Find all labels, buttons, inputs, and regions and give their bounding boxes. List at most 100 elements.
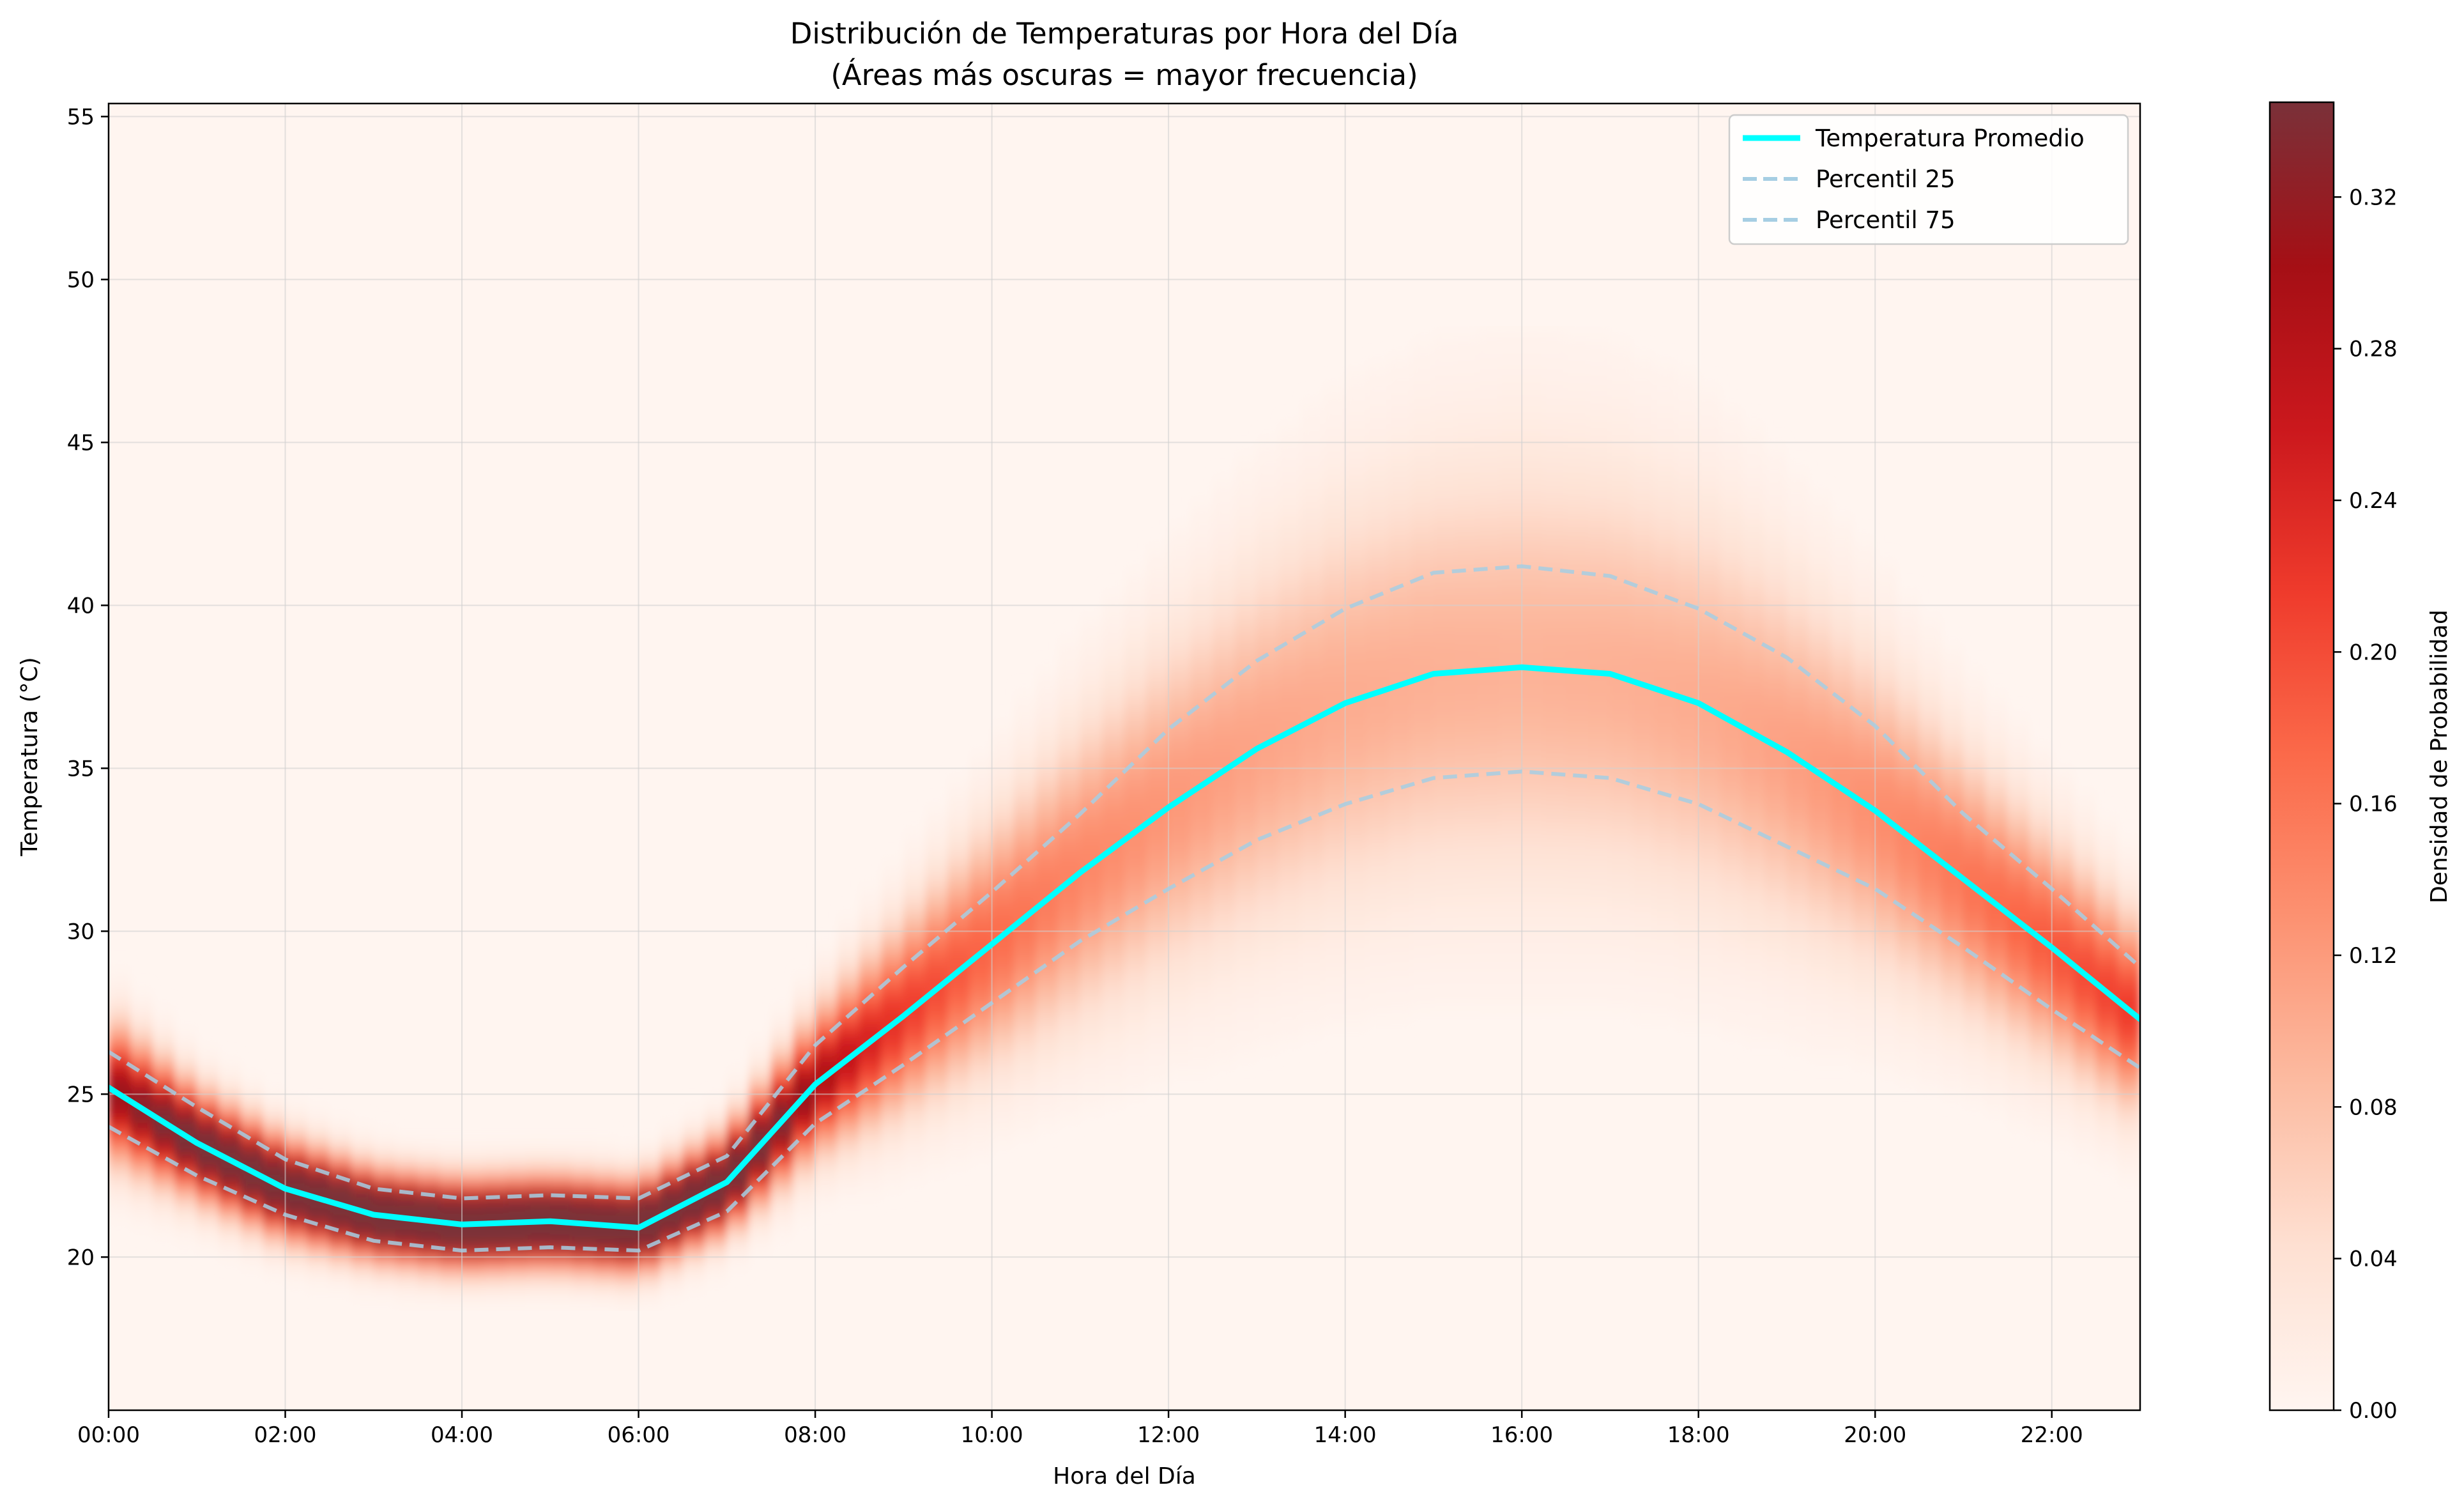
heatmap-cell xyxy=(1433,872,1456,881)
heatmap-cell xyxy=(1322,633,1346,642)
heatmap-cell xyxy=(1698,464,1721,473)
heatmap-cell xyxy=(528,1272,551,1280)
heatmap-cell xyxy=(1786,795,1810,804)
heatmap-cell xyxy=(1301,456,1324,465)
heatmap-cell xyxy=(1366,633,1390,642)
heatmap-cell xyxy=(1786,710,1810,719)
heatmap-cell xyxy=(2095,1072,2118,1081)
heatmap-cell xyxy=(1676,702,1699,711)
heatmap-cell xyxy=(1366,564,1390,573)
heatmap-cell xyxy=(1234,1049,1257,1058)
heatmap-cell xyxy=(1212,564,1236,573)
heatmap-cell xyxy=(1080,1002,1103,1011)
heatmap-cell xyxy=(1499,511,1522,519)
heatmap-cell xyxy=(1322,780,1346,789)
heatmap-cell xyxy=(1190,902,1213,911)
heatmap-cell xyxy=(1278,672,1302,681)
heatmap-cell xyxy=(2051,803,2074,812)
heatmap-cell xyxy=(1609,879,1633,888)
heatmap-cell xyxy=(682,1240,705,1249)
heatmap-cell xyxy=(1301,780,1324,789)
heatmap-cell xyxy=(1809,787,1832,796)
heatmap-cell xyxy=(1609,633,1633,642)
heatmap-cell xyxy=(1521,733,1545,742)
heatmap-cell xyxy=(1124,872,1147,881)
heatmap-cell xyxy=(307,1125,330,1134)
heatmap-cell xyxy=(1036,1049,1059,1058)
heatmap-cell xyxy=(1543,795,1566,804)
heatmap-cell xyxy=(440,1233,463,1242)
heatmap-cell xyxy=(1212,879,1236,888)
heatmap-cell xyxy=(1853,948,1876,957)
heatmap-cell xyxy=(395,1248,418,1257)
heatmap-cell xyxy=(1521,479,1545,488)
heatmap-cell xyxy=(1565,595,1589,604)
heatmap-cell xyxy=(1190,1049,1213,1058)
heatmap-cell xyxy=(726,1210,749,1219)
heatmap-cell xyxy=(2007,772,2030,781)
heatmap-cell xyxy=(1411,479,1434,488)
heatmap-cell xyxy=(1036,1095,1059,1104)
heatmap-cell xyxy=(373,1272,396,1280)
heatmap-cell xyxy=(1301,449,1324,458)
heatmap-cell xyxy=(2117,910,2140,919)
heatmap-cell xyxy=(1389,472,1412,481)
heatmap-cell xyxy=(925,1049,948,1058)
heatmap-cell xyxy=(1786,856,1810,865)
heatmap-cell xyxy=(2007,757,2030,765)
heatmap-cell xyxy=(1080,964,1103,973)
heatmap-cell xyxy=(572,1156,595,1165)
heatmap-cell xyxy=(1632,534,1655,542)
heatmap-cell xyxy=(1565,910,1589,919)
heatmap-cell xyxy=(1985,702,2009,711)
heatmap-cell xyxy=(682,1233,705,1242)
heatmap-cell xyxy=(1411,595,1434,604)
heatmap-cell xyxy=(1433,618,1456,627)
heatmap-cell xyxy=(1101,1002,1125,1011)
heatmap-cell xyxy=(1521,780,1545,789)
series-line-p75 xyxy=(109,564,2140,1201)
heatmap-cell xyxy=(1654,918,1677,927)
heatmap-cell xyxy=(1212,741,1236,750)
heatmap-cell xyxy=(1036,780,1059,789)
heatmap-cell xyxy=(1301,864,1324,873)
colorbar-tick-label: 0.16 xyxy=(2349,792,2398,817)
heatmap-cell xyxy=(1322,987,1346,996)
heatmap-cell xyxy=(1013,1064,1037,1073)
heatmap-cell xyxy=(1521,718,1545,727)
heatmap-cell xyxy=(1543,633,1566,642)
heatmap-cell xyxy=(1190,849,1213,858)
heatmap-cell xyxy=(395,1202,418,1211)
heatmap-cell xyxy=(925,1125,948,1134)
heatmap-cell xyxy=(1366,395,1390,404)
heatmap-cell xyxy=(461,1202,485,1211)
heatmap-cell xyxy=(395,1225,418,1234)
heatmap-cell xyxy=(2095,887,2118,896)
heatmap-cell xyxy=(263,1248,286,1257)
heatmap-cell xyxy=(2117,1049,2140,1058)
heatmap-cell xyxy=(1499,441,1522,450)
heatmap-cell xyxy=(1543,780,1566,789)
heatmap-cell xyxy=(1278,1026,1302,1034)
heatmap-cell xyxy=(1918,895,1942,904)
heatmap-cell xyxy=(1477,410,1501,419)
heatmap-cell xyxy=(1897,971,1920,980)
heatmap-cell xyxy=(1101,1087,1125,1096)
heatmap-cell xyxy=(130,1049,153,1058)
heatmap-cell xyxy=(1278,549,1302,558)
heatmap-cell xyxy=(1588,472,1611,481)
heatmap-cell xyxy=(1676,1010,1699,1019)
heatmap-cell xyxy=(1301,725,1324,734)
heatmap-cell xyxy=(1411,464,1434,473)
heatmap-cell xyxy=(1455,587,1478,596)
heatmap-cell xyxy=(1234,910,1257,919)
heatmap-cell xyxy=(1389,380,1412,389)
heatmap-cell xyxy=(2117,849,2140,858)
heatmap-cell xyxy=(1057,1041,1081,1050)
heatmap-cell xyxy=(1985,772,2009,781)
heatmap-cell xyxy=(1212,925,1236,934)
heatmap-cell xyxy=(2007,841,2030,850)
heatmap-cell xyxy=(1234,849,1257,858)
heatmap-cell xyxy=(1146,702,1169,711)
heatmap-cell xyxy=(881,987,904,996)
